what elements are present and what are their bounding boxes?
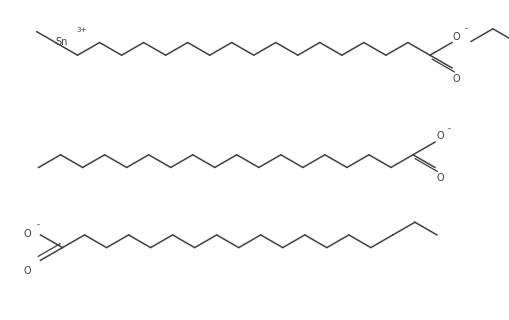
Text: O: O	[452, 31, 460, 42]
Text: O: O	[435, 131, 443, 141]
Text: -: -	[447, 124, 450, 133]
Text: O: O	[435, 173, 443, 183]
Text: O: O	[452, 74, 460, 84]
Text: O: O	[23, 229, 31, 239]
Text: 3+: 3+	[76, 27, 87, 33]
Text: O: O	[23, 266, 31, 276]
Text: Sn: Sn	[55, 36, 68, 46]
Text: -: -	[37, 220, 39, 229]
Text: -: -	[464, 25, 467, 34]
